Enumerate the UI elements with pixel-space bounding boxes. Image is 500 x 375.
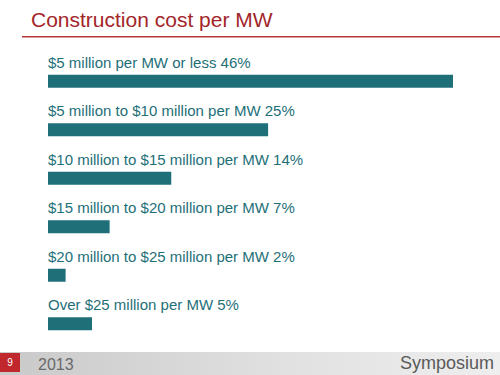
svg-text:Symposium: Symposium (400, 353, 494, 373)
svg-text:Over $25 million per MW 5%: Over $25 million per MW 5% (48, 296, 239, 313)
svg-text:2013: 2013 (38, 356, 74, 373)
svg-text:$5 million to $10 million per: $5 million to $10 million per MW 25% (48, 102, 295, 119)
svg-text:$15 million to $20 million per: $15 million to $20 million per MW 7% (48, 199, 295, 216)
svg-text:$10 million to $15 million per: $10 million to $15 million per MW 14% (48, 151, 303, 168)
svg-text:Construction cost per MW: Construction cost per MW (31, 8, 273, 31)
svg-text:$20 million to $25 million per: $20 million to $25 million per MW 2% (48, 248, 295, 265)
svg-text:9: 9 (7, 357, 13, 368)
svg-text:$5 million per MW or less 46%: $5 million per MW or less 46% (48, 54, 251, 71)
